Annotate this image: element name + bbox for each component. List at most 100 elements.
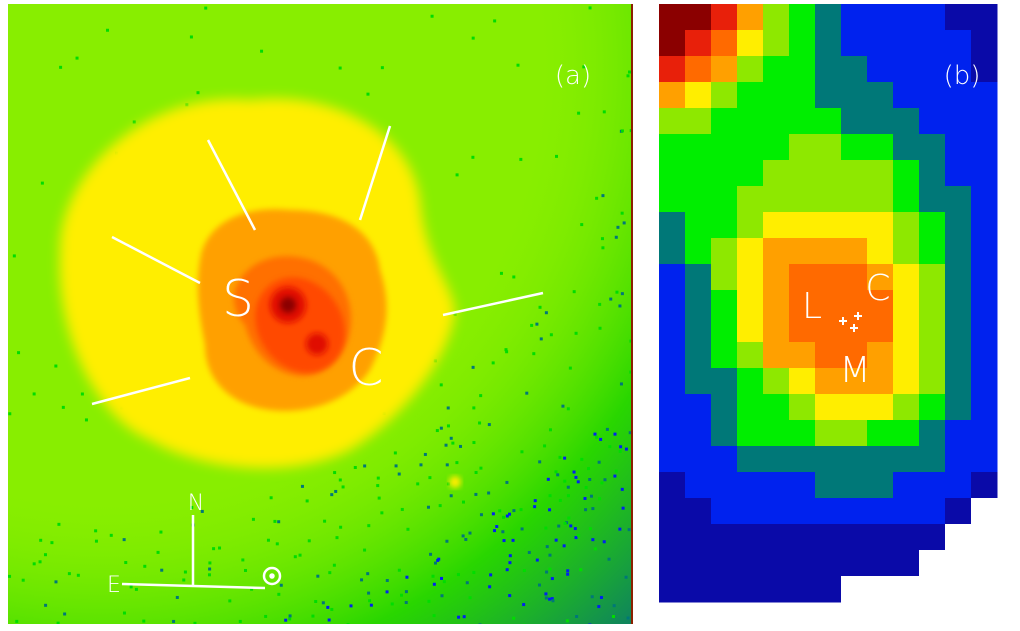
pixel: [815, 30, 842, 57]
pixel: [945, 186, 972, 213]
speckle: [545, 596, 548, 599]
speckle: [142, 620, 145, 623]
speckle: [520, 450, 523, 453]
speckle: [619, 450, 622, 453]
pixel: [685, 108, 712, 135]
pixel: [685, 576, 712, 603]
speckle: [621, 292, 624, 295]
speckle: [160, 569, 163, 572]
speckle: [22, 579, 25, 582]
pixel: [919, 186, 946, 213]
pixel: [919, 316, 946, 343]
marker-label: C: [349, 339, 384, 397]
pixel: [737, 30, 764, 57]
speckle: [264, 615, 267, 618]
speckle: [294, 555, 297, 558]
speckle: [532, 352, 535, 355]
speckle: [63, 612, 66, 615]
pixel: [841, 420, 868, 447]
speckle: [599, 438, 602, 441]
speckle: [544, 527, 547, 530]
speckle: [577, 534, 580, 537]
pixel: [867, 30, 894, 57]
speckle: [277, 593, 280, 596]
pixel: [711, 290, 738, 317]
speckle: [512, 539, 515, 542]
pixel: [737, 264, 764, 291]
speckle: [401, 508, 404, 511]
speckle: [123, 612, 126, 615]
pixel: [789, 394, 816, 421]
pixel: [763, 56, 790, 83]
pixel: [737, 420, 764, 447]
speckle: [273, 520, 276, 523]
pixel: [789, 446, 816, 473]
pixel: [867, 550, 894, 577]
speckle: [555, 470, 558, 473]
pixel: [893, 56, 920, 83]
speckle: [419, 463, 422, 466]
speckle: [616, 226, 619, 229]
pixel: [971, 238, 998, 265]
speckle: [608, 445, 611, 448]
pixel: [737, 342, 764, 369]
speckle: [609, 298, 612, 301]
speckle: [598, 497, 601, 500]
speckle: [615, 236, 618, 239]
speckle: [591, 595, 594, 598]
pixel: [711, 550, 738, 577]
pixel: [763, 550, 790, 577]
speckle: [391, 602, 394, 605]
speckle: [8, 412, 11, 415]
speckle: [521, 527, 524, 530]
pixel: [711, 446, 738, 473]
pixel: [893, 446, 920, 473]
speckle: [62, 406, 65, 409]
pixel: [815, 550, 842, 577]
pixel: [815, 446, 842, 473]
pixel: [893, 108, 920, 135]
pixel: [737, 56, 764, 83]
pixel: [737, 290, 764, 317]
pixel: [867, 56, 894, 83]
speckle: [574, 536, 577, 539]
pixel: [815, 134, 842, 161]
pixel: [919, 56, 946, 83]
speckle: [288, 617, 291, 620]
pixel: [815, 212, 842, 239]
speckle: [342, 485, 345, 488]
pixel: [841, 134, 868, 161]
pixel: [867, 576, 894, 603]
speckle: [380, 511, 383, 514]
pixel: [945, 264, 972, 291]
speckle: [276, 542, 279, 545]
pixel: [893, 498, 920, 525]
pixel: [763, 368, 790, 395]
speckle: [378, 497, 381, 500]
speckle: [110, 534, 113, 537]
speckle: [190, 35, 193, 38]
speckle: [447, 424, 450, 427]
pixel: [919, 342, 946, 369]
speckle: [506, 515, 509, 518]
pixel: [659, 394, 686, 421]
speckle: [575, 332, 578, 335]
pixel: [841, 290, 868, 317]
speckle: [457, 616, 460, 619]
speckle: [406, 528, 409, 531]
speckle: [330, 608, 333, 611]
page: (a) S C N E (b) L C M (() => { const dat…: [0, 0, 1020, 626]
pixel: [945, 30, 972, 57]
pixel: [685, 160, 712, 187]
speckle: [193, 622, 196, 625]
pixel: [971, 4, 998, 31]
speckle: [563, 480, 566, 483]
pixel: [815, 472, 842, 499]
speckle: [492, 361, 495, 364]
speckle: [54, 580, 57, 583]
speckle: [424, 453, 427, 456]
speckle: [555, 539, 558, 542]
speckle: [354, 466, 357, 469]
pixel: [971, 186, 998, 213]
speckle: [544, 592, 547, 595]
